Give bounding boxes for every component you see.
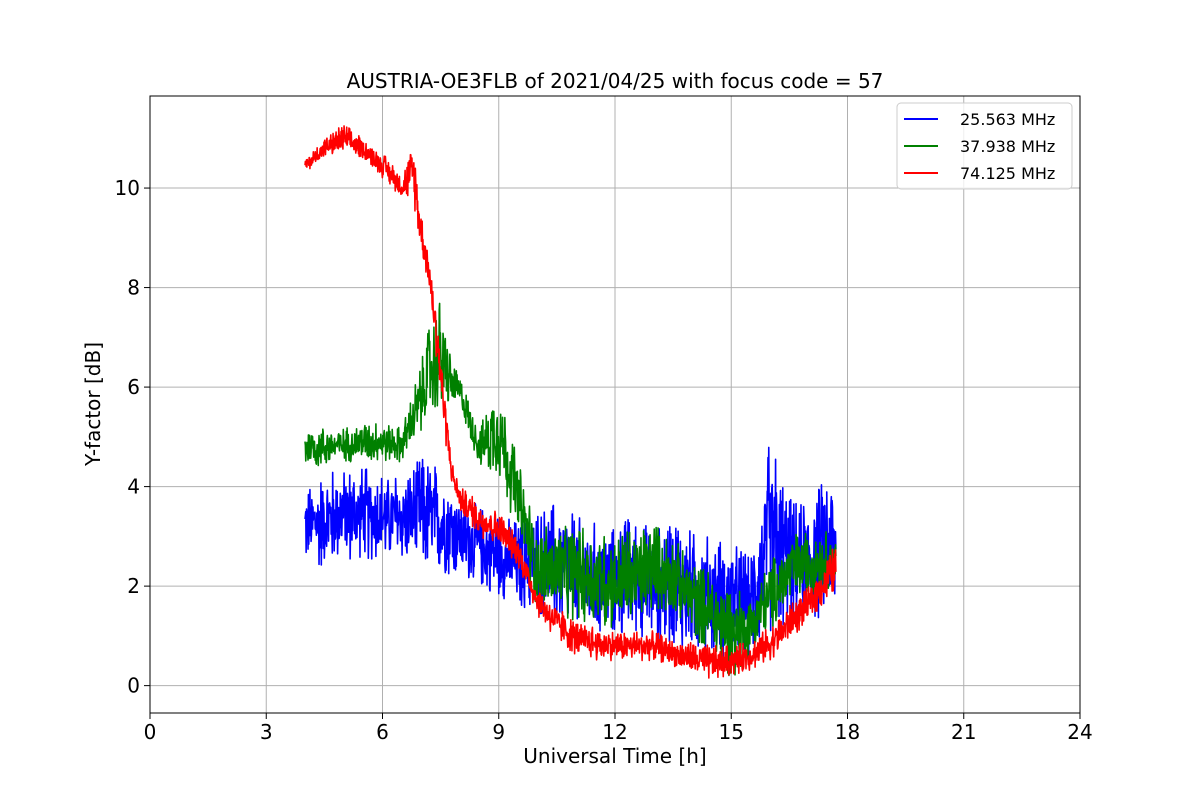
y-tick-label: 8 (127, 276, 140, 300)
x-tick-label: 15 (719, 720, 744, 744)
y-tick-label: 10 (115, 176, 140, 200)
x-tick-label: 12 (602, 720, 627, 744)
x-tick-label: 9 (492, 720, 505, 744)
x-tick-label: 18 (835, 720, 860, 744)
x-tick-label: 21 (951, 720, 976, 744)
legend: 25.563 MHz 37.938 MHz 74.125 MHz (896, 102, 1073, 190)
series-line-2 (304, 302, 837, 677)
legend-label-1: 25.563 MHz (960, 110, 1055, 129)
x-tick-label: 0 (144, 720, 157, 744)
chart-title: AUSTRIA-OE3FLB of 2021/04/25 with focus … (347, 69, 884, 93)
x-tick-label: 3 (260, 720, 273, 744)
y-tick-label: 2 (127, 574, 140, 598)
legend-label-3: 74.125 MHz (960, 164, 1055, 183)
x-tick-label: 6 (376, 720, 389, 744)
legend-box (896, 102, 1073, 190)
legend-label-2: 37.938 MHz (960, 137, 1055, 156)
y-tick-label: 0 (127, 674, 140, 698)
series-group (304, 125, 837, 679)
y-tick-label: 6 (127, 375, 140, 399)
x-axis-label: Universal Time [h] (523, 744, 706, 768)
y-axis-label: Y-factor [dB] (81, 342, 105, 467)
y-tick-label: 4 (127, 475, 140, 499)
series-line-3 (304, 125, 837, 679)
x-tick-label: 24 (1067, 720, 1092, 744)
